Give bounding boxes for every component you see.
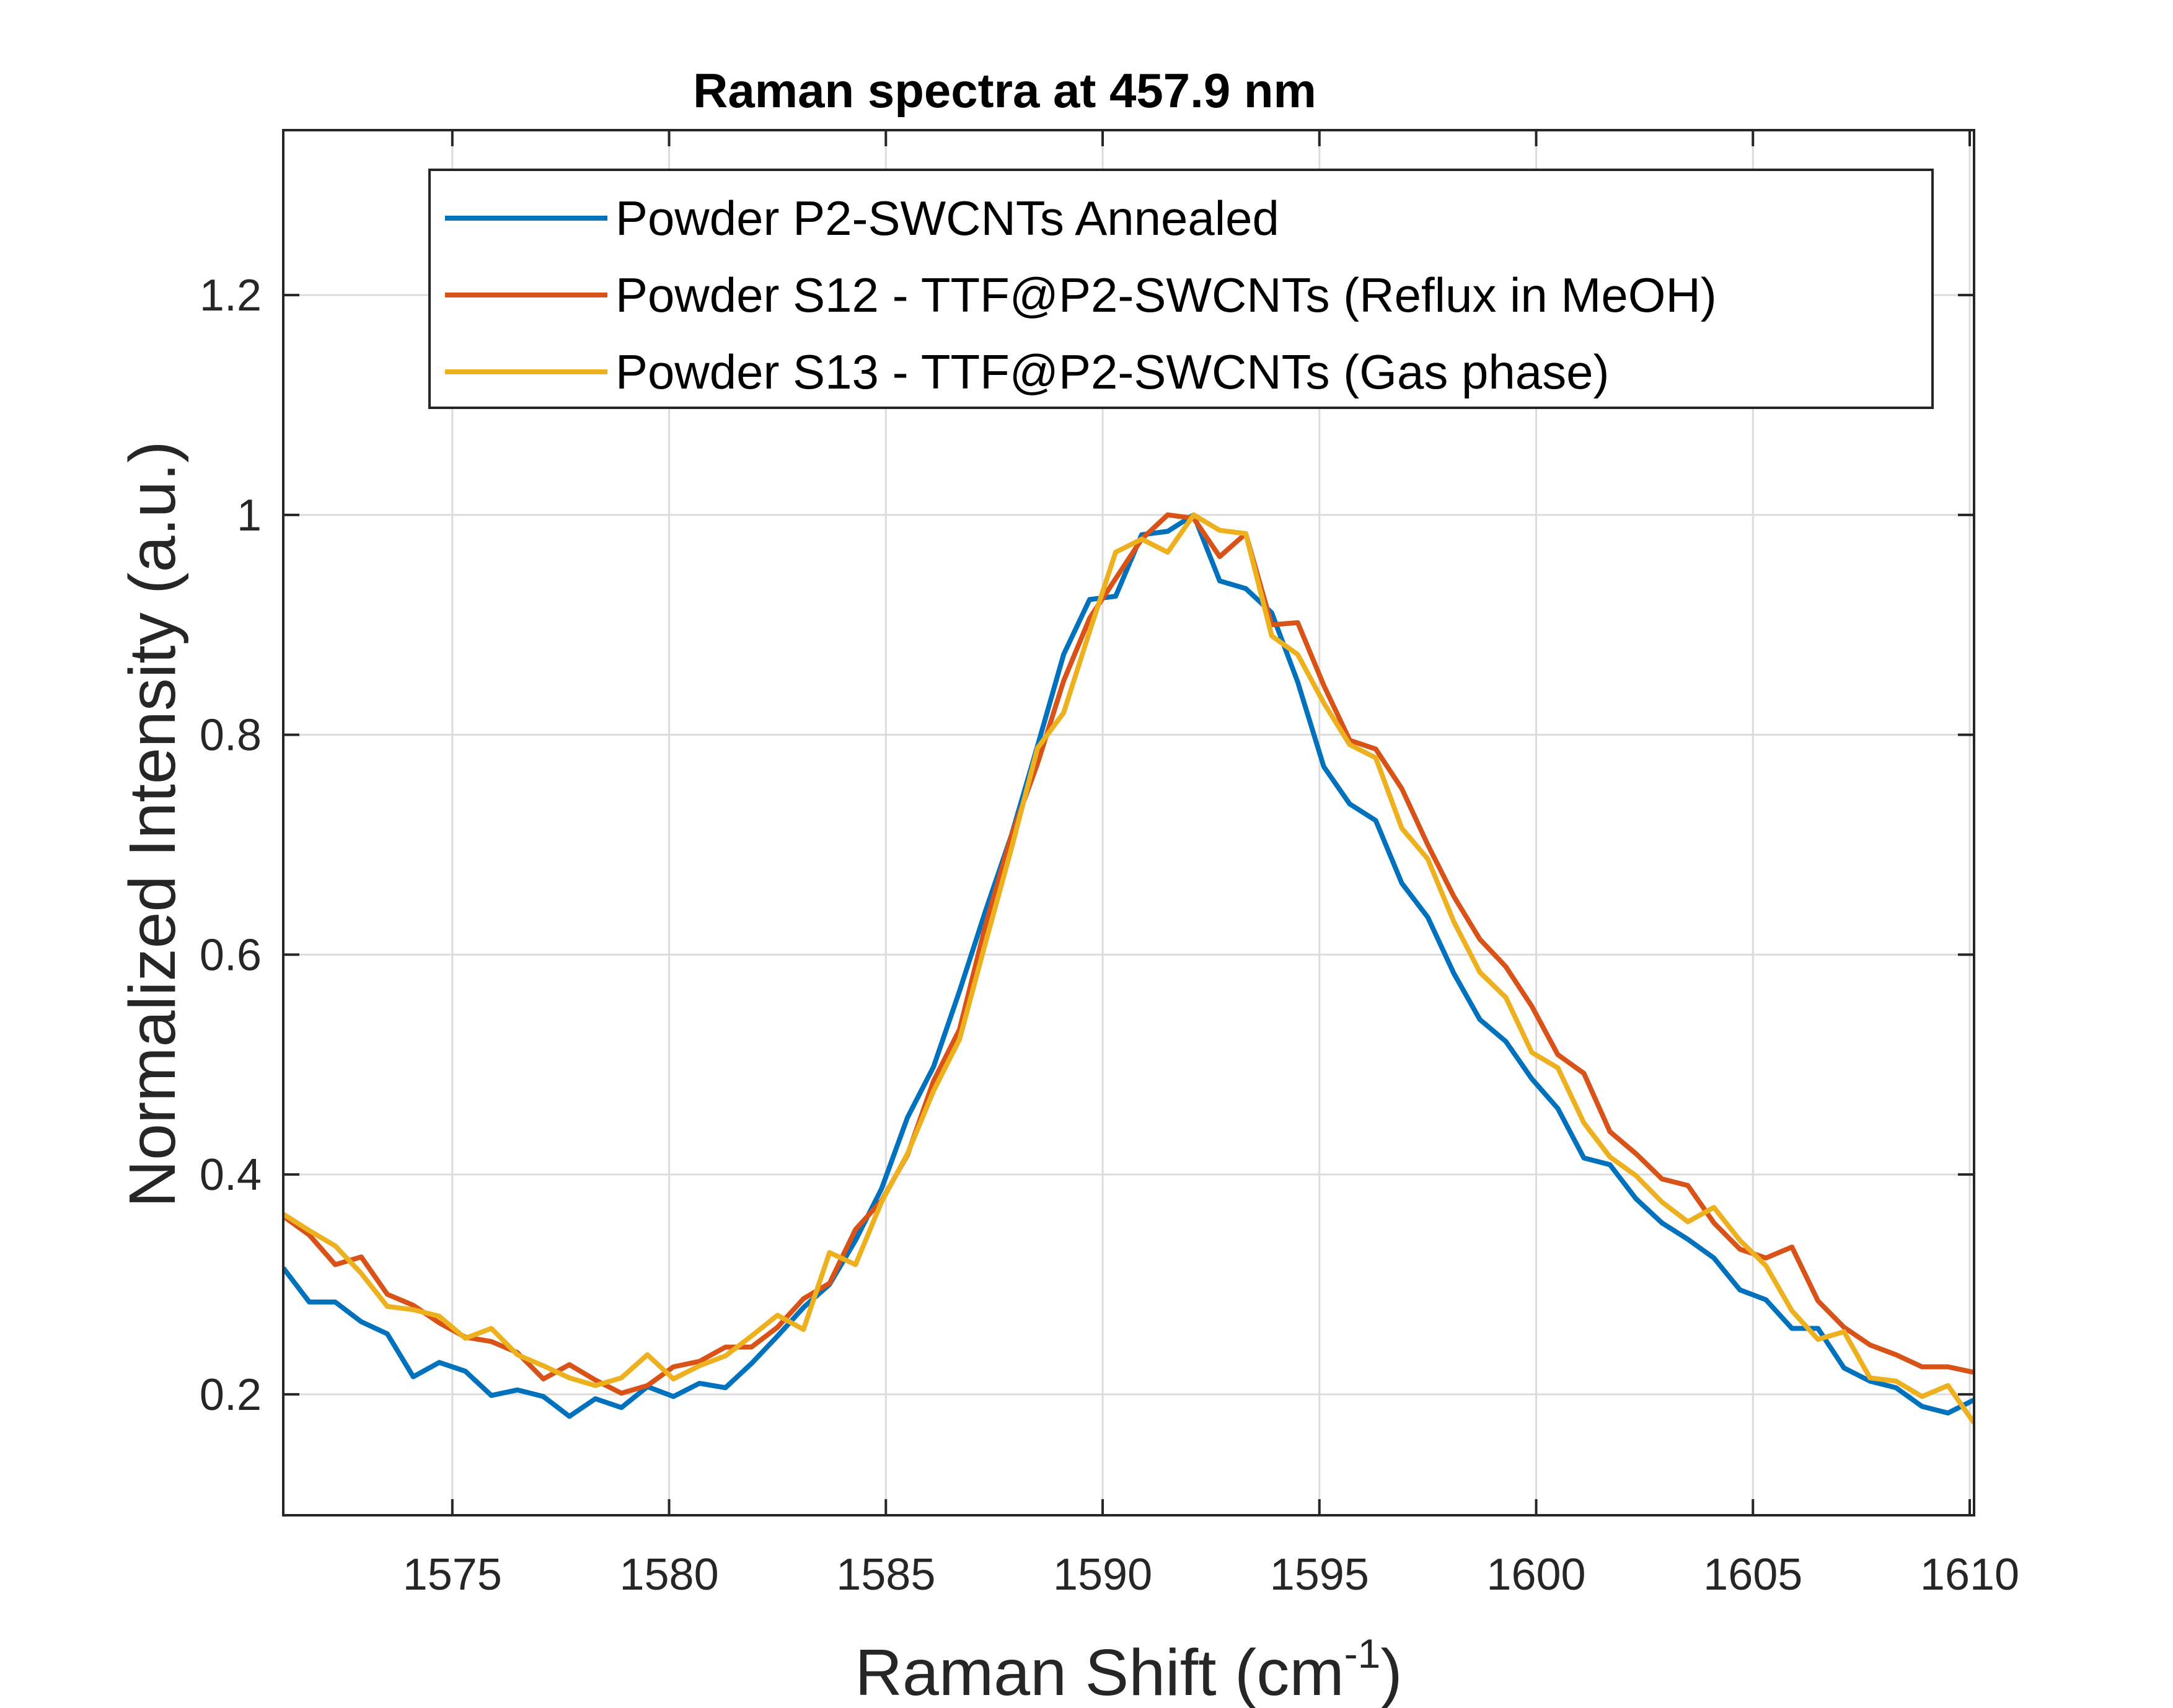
chart-title: Raman spectra at 457.9 nm xyxy=(693,63,1316,118)
x-tick-label: 1575 xyxy=(403,1550,502,1600)
legend-label-3: Powder S13 - TTF@P2-SWCNTs (Gas phase) xyxy=(615,345,1610,399)
legend-label-1: Powder P2-SWCNTs Annealed xyxy=(615,191,1279,245)
series-line-2 xyxy=(283,512,1974,1396)
x-tick-label: 1585 xyxy=(836,1550,935,1600)
x-axis-label-suffix: ) xyxy=(1380,1636,1402,1708)
x-tick-label: 1580 xyxy=(619,1550,718,1600)
series-lines xyxy=(283,512,1974,1425)
y-tick-label: 0.6 xyxy=(200,930,262,980)
y-tick-labels: 0.2 0.4 0.6 0.8 1 1.2 xyxy=(200,271,262,1420)
series-line-3 xyxy=(283,512,1974,1425)
x-axis-label-main: Raman Shift (cm xyxy=(855,1636,1344,1708)
x-axis-label: Raman Shift (cm-1) xyxy=(855,1631,1402,1708)
y-tick-label: 0.8 xyxy=(200,711,262,760)
x-tick-label: 1610 xyxy=(1920,1550,2019,1600)
y-axis-label: Normalized Intensity (a.u.) xyxy=(116,441,189,1207)
series-line-1 xyxy=(283,512,1974,1419)
x-tick-label: 1600 xyxy=(1486,1550,1585,1600)
x-axis-label-superscript: -1 xyxy=(1344,1631,1381,1676)
x-tick-labels: 1575 1580 1585 1590 1595 1600 1605 1610 xyxy=(403,1550,2019,1600)
legend-box xyxy=(428,169,1934,409)
x-tick-label: 1605 xyxy=(1703,1550,1802,1600)
plot-frame xyxy=(282,129,1975,1517)
legend: Powder P2-SWCNTs Annealed Powder S12 - TT… xyxy=(428,169,1934,409)
y-tick-label: 0.2 xyxy=(200,1370,262,1420)
legend-label-2: Powder S12 - TTF@P2-SWCNTs (Reflux in Me… xyxy=(615,268,1717,322)
x-tick-label: 1595 xyxy=(1270,1550,1369,1600)
y-tick-label: 0.4 xyxy=(200,1150,262,1200)
legend-items: Powder P2-SWCNTs Annealed Powder S12 - TT… xyxy=(445,191,1717,399)
y-tick-label: 1.2 xyxy=(200,271,262,320)
x-tick-label: 1590 xyxy=(1053,1550,1152,1600)
axis-ticks xyxy=(283,130,1974,1515)
y-tick-label: 1 xyxy=(237,491,262,540)
